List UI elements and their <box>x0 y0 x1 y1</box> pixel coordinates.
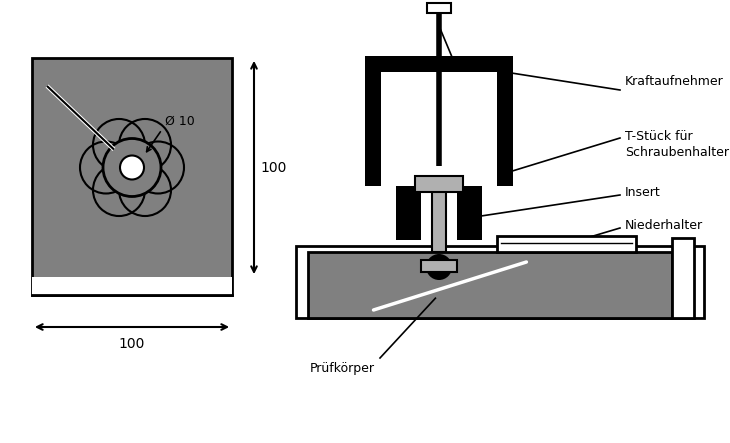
Bar <box>396 166 482 186</box>
Bar <box>32 58 232 295</box>
Text: 100: 100 <box>119 337 145 351</box>
Text: Kraftaufnehmer: Kraftaufnehmer <box>625 75 723 88</box>
Circle shape <box>120 155 144 179</box>
Bar <box>381 72 497 186</box>
Bar <box>421 260 457 272</box>
Bar <box>396 166 421 240</box>
Bar <box>365 56 381 186</box>
Text: Insert: Insert <box>625 186 661 198</box>
Bar <box>365 56 513 72</box>
Text: Prüfkörper: Prüfkörper <box>310 362 375 375</box>
Text: M6 Schraube: M6 Schraube <box>375 84 457 97</box>
Bar <box>457 166 482 240</box>
Bar <box>396 230 482 240</box>
Bar <box>415 176 463 192</box>
Bar <box>32 277 232 295</box>
Bar <box>296 246 704 318</box>
Text: Niederhalter: Niederhalter <box>625 218 703 232</box>
Bar <box>497 56 513 186</box>
Bar <box>427 3 451 13</box>
Text: T-Stück für
Schraubenhalter: T-Stück für Schraubenhalter <box>625 130 729 159</box>
Bar <box>421 186 457 240</box>
Bar <box>497 236 636 252</box>
Bar <box>308 252 672 318</box>
Circle shape <box>103 139 161 197</box>
Bar <box>432 190 446 252</box>
Text: 100: 100 <box>260 160 286 175</box>
Circle shape <box>426 254 452 280</box>
Bar <box>672 238 694 318</box>
Text: Ø 10: Ø 10 <box>165 114 195 128</box>
